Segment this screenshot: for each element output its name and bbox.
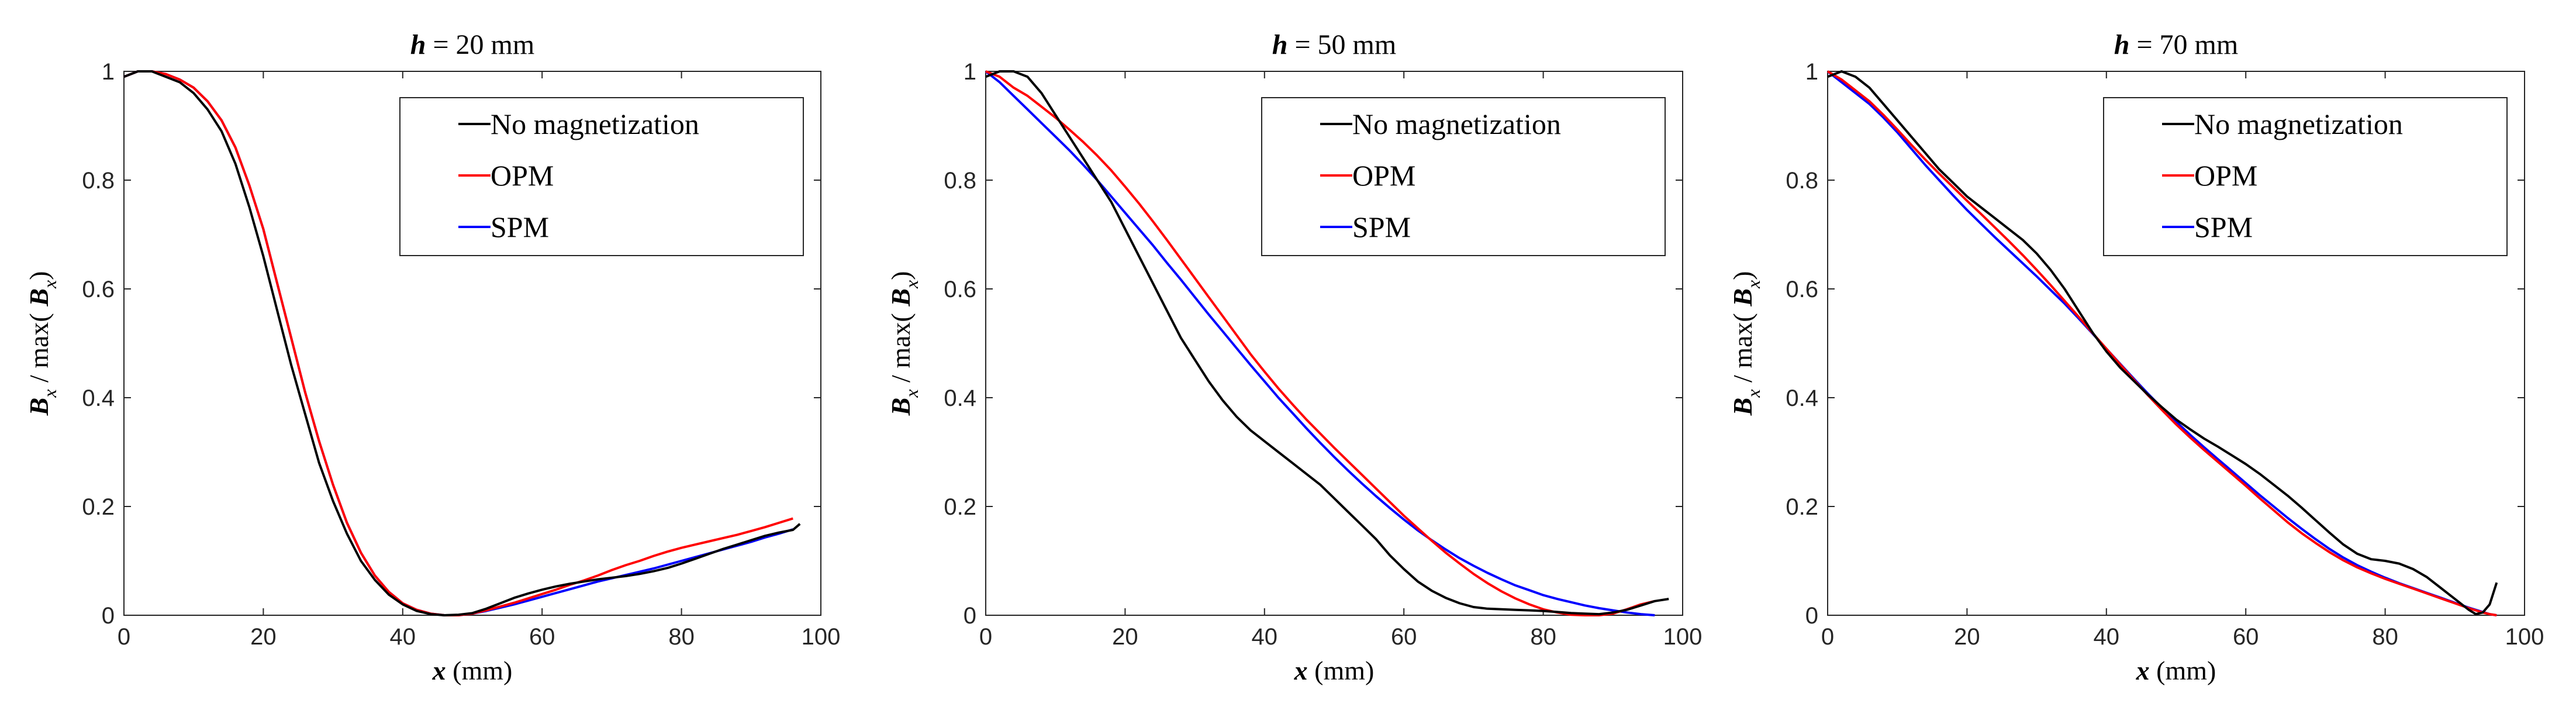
y-label-den-sub: x (901, 280, 922, 289)
legend-label: SPM (491, 211, 549, 243)
y-tick-label: 0.2 (944, 494, 976, 520)
title-variable: h (410, 29, 426, 60)
x-tick-label: 40 (390, 624, 416, 650)
series-line-opm (985, 70, 1655, 616)
y-tick-label: 1 (964, 59, 976, 85)
title-variable: h (1272, 29, 1288, 60)
y-tick-label: 0.6 (1786, 277, 1818, 302)
chart-title: h = 70 mm (2114, 29, 2238, 60)
series-line-no-magnetization (123, 70, 801, 616)
y-axis-label: Bx / max( Bx) (886, 271, 922, 416)
x-tick-label: 20 (1954, 624, 1980, 650)
y-tick-label: 0 (102, 603, 115, 629)
title-text: = 70 mm (2129, 29, 2238, 60)
y-label-denominator: B (1728, 288, 1757, 307)
y-tick-label: 0.2 (1786, 494, 1818, 520)
y-tick-label: 1 (102, 59, 115, 85)
legend: No magnetization OPM SPM (399, 97, 804, 256)
y-label-numerator: B (24, 398, 54, 416)
y-tick-label: 0.8 (1786, 168, 1818, 194)
chart-title: h = 50 mm (1272, 29, 1396, 60)
y-label-end: ) (1728, 271, 1757, 280)
series-line-no-magnetization (985, 70, 1669, 616)
y-tick-label: 1 (1805, 59, 1818, 85)
x-tick-label: 0 (118, 624, 130, 650)
title-text: = 20 mm (426, 29, 534, 60)
y-label-sub: x (39, 390, 60, 398)
axes-box (123, 71, 821, 616)
x-tick-label: 60 (2233, 624, 2259, 650)
axes-box (985, 71, 1683, 616)
y-tick-label: 0 (1805, 603, 1818, 629)
x-tick-label: 40 (2094, 624, 2120, 650)
y-tick-label: 0.8 (82, 168, 115, 194)
y-label-sub: x (901, 390, 922, 398)
x-tick-label: 100 (1663, 624, 1703, 650)
x-label-unit: (mm) (1308, 656, 1375, 685)
y-label-numerator: B (1728, 398, 1757, 416)
x-tick-label: 0 (979, 624, 992, 650)
y-label-denominator: B (24, 288, 54, 307)
legend-label: No magnetization (2194, 108, 2403, 140)
y-label-sub: x (1743, 390, 1764, 398)
series-line-opm (1826, 70, 2497, 616)
legend: No magnetization OPM SPM (2103, 97, 2508, 256)
legend-label: No magnetization (491, 108, 699, 140)
x-label-unit: (mm) (446, 656, 513, 685)
legend-label: SPM (1352, 211, 1411, 243)
y-label-end: ) (24, 271, 54, 280)
chart-panel-2: 0 20 40 60 80 100 0 0.2 0.4 0.6 0.8 1 h = 50 mm x (mm… (886, 29, 1702, 685)
legend-label: OPM (1352, 159, 1415, 192)
x-tick-label: 80 (1530, 624, 1556, 650)
x-axis-label: x (mm) (2136, 656, 2216, 685)
series-line-no-magnetization (1827, 70, 2498, 616)
legend-label: No magnetization (1352, 108, 1561, 140)
y-tick-label: 0.6 (944, 277, 976, 302)
x-axis-label: x (mm) (1294, 656, 1375, 685)
x-tick-label: 100 (802, 624, 841, 650)
x-tick-label: 40 (1252, 624, 1278, 650)
chart-panel-3: 0 20 40 60 80 100 0 0.2 0.4 0.6 0.8 1 h = 70 mm x (mm… (1728, 29, 2544, 685)
axes-box (1827, 71, 2525, 616)
y-label-den-sub: x (1743, 280, 1764, 289)
y-tick-label: 0.8 (944, 168, 976, 194)
legend: No magnetization OPM SPM (1261, 97, 1666, 256)
y-tick-label: 0.4 (1786, 385, 1818, 411)
x-label-variable: x (432, 656, 446, 685)
x-tick-label: 60 (1391, 624, 1417, 650)
x-tick-label: 60 (529, 624, 555, 650)
y-label-mid: / max( (886, 306, 916, 390)
x-label-variable: x (2136, 656, 2150, 685)
y-axis-label: Bx / max( Bx) (1728, 271, 1764, 416)
x-tick-label: 0 (1821, 624, 1834, 650)
x-label-unit: (mm) (2150, 656, 2216, 685)
y-axis-label: Bx / max( Bx) (24, 271, 60, 416)
y-label-denominator: B (886, 288, 916, 307)
legend-label: SPM (2194, 211, 2253, 243)
y-tick-label: 0 (964, 603, 976, 629)
title-text: = 50 mm (1287, 29, 1396, 60)
x-axis-label: x (mm) (432, 656, 513, 685)
y-tick-label: 0.4 (944, 385, 976, 411)
y-label-mid: / max( (1728, 306, 1757, 390)
chart-panel-1: 0 20 40 60 80 100 0 0.2 0.4 0.6 0.8 1 h = 20 mm x (mm… (24, 29, 840, 685)
x-tick-label: 20 (250, 624, 277, 650)
legend-label: OPM (491, 159, 554, 192)
y-label-den-sub: x (39, 280, 60, 289)
legend-label: OPM (2194, 159, 2257, 192)
y-label-numerator: B (886, 398, 916, 416)
title-variable: h (2114, 29, 2130, 60)
y-tick-label: 0.2 (82, 494, 115, 520)
y-tick-label: 0.6 (82, 277, 115, 302)
x-tick-label: 100 (2505, 624, 2544, 650)
chart-title: h = 20 mm (410, 29, 534, 60)
y-label-mid: / max( (24, 306, 54, 390)
y-tick-label: 0.4 (82, 385, 115, 411)
x-tick-label: 80 (668, 624, 695, 650)
x-label-variable: x (1294, 656, 1308, 685)
x-tick-label: 80 (2372, 624, 2398, 650)
y-label-end: ) (886, 271, 916, 280)
x-tick-label: 20 (1112, 624, 1138, 650)
